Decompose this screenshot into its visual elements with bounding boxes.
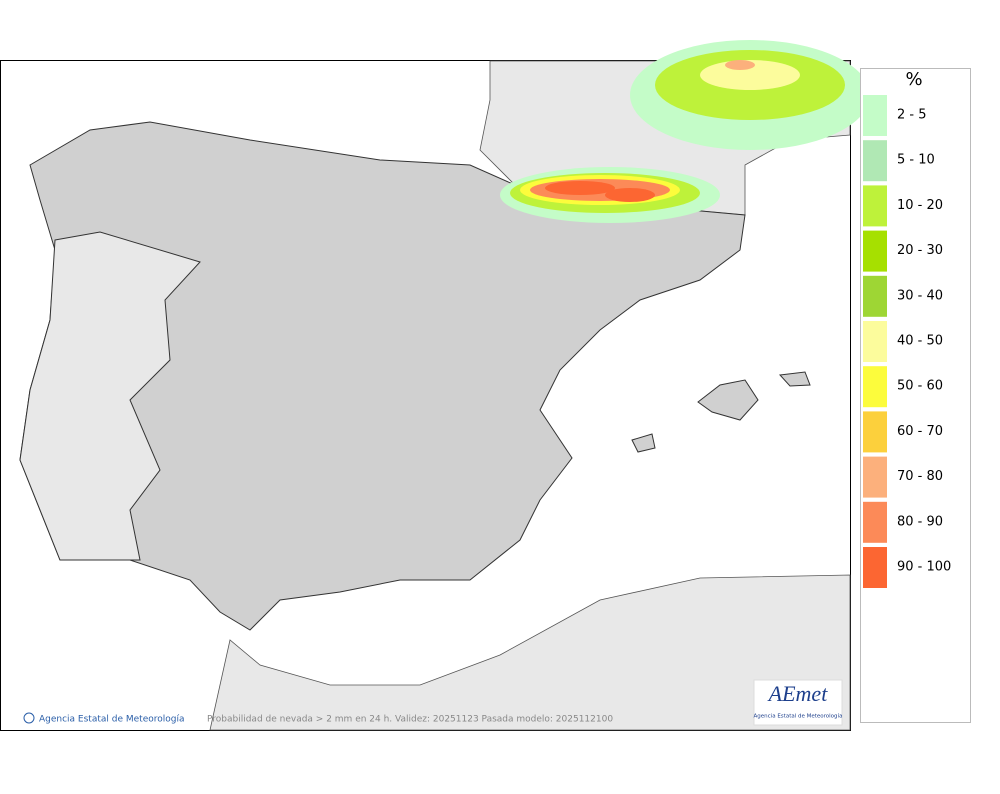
menorca: [778, 371, 811, 387]
legend-label: 90 - 100: [897, 560, 951, 575]
legend-label: 20 - 30: [897, 243, 943, 258]
legend-label: 10 - 20: [897, 198, 943, 213]
legend-swatch: [863, 140, 887, 182]
legend-swatch: [863, 501, 887, 543]
portugal: [19, 231, 201, 561]
snow-field: [500, 40, 870, 223]
legend-label: 50 - 60: [897, 379, 943, 394]
legend-swatch: [863, 230, 887, 272]
legend-label: 80 - 90: [897, 514, 943, 529]
legend-label: 60 - 70: [897, 424, 943, 439]
legend-label: 40 - 50: [897, 334, 943, 349]
legend-swatch: [863, 547, 887, 588]
legend-label: 30 - 40: [897, 288, 943, 303]
logo-subtitle: Agencia Estatal de Meteorología: [754, 713, 843, 720]
copyright-icon: [23, 712, 35, 724]
legend-swatch: [863, 411, 887, 453]
credit: Agencia Estatal de Meteorología: [39, 715, 185, 725]
legend-label: 2 - 5: [897, 108, 927, 123]
logo-box: [753, 679, 843, 726]
legend-label: 70 - 80: [897, 469, 943, 484]
africa: [209, 574, 851, 731]
ibiza: [631, 433, 656, 453]
legend-swatch: [863, 185, 887, 227]
logo: AEmet: [767, 681, 829, 706]
legend-swatch: [863, 275, 887, 317]
legend-label: 5 - 10: [897, 153, 935, 168]
caption: Probabilidad de nevada > 2 mm en 24 h. V…: [207, 715, 613, 725]
legend-swatch: [863, 456, 887, 498]
legend-swatch: [863, 321, 887, 362]
mallorca: [697, 379, 759, 421]
legend-swatch: [863, 366, 887, 408]
legend-swatch: [863, 95, 887, 136]
legend: 2 - 5 5 - 10 10 - 20 20 - 30 30 - 40 40 - 50 5…: [863, 95, 951, 588]
legend-title: %: [905, 69, 922, 90]
